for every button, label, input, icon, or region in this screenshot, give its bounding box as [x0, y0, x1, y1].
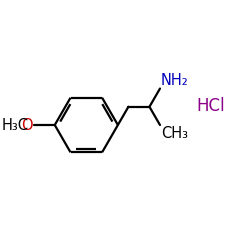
Text: CH₃: CH₃: [161, 126, 188, 141]
Text: H₃C: H₃C: [2, 118, 28, 132]
Text: O: O: [22, 118, 33, 132]
Text: NH₂: NH₂: [161, 73, 189, 88]
Text: HCl: HCl: [196, 97, 224, 115]
